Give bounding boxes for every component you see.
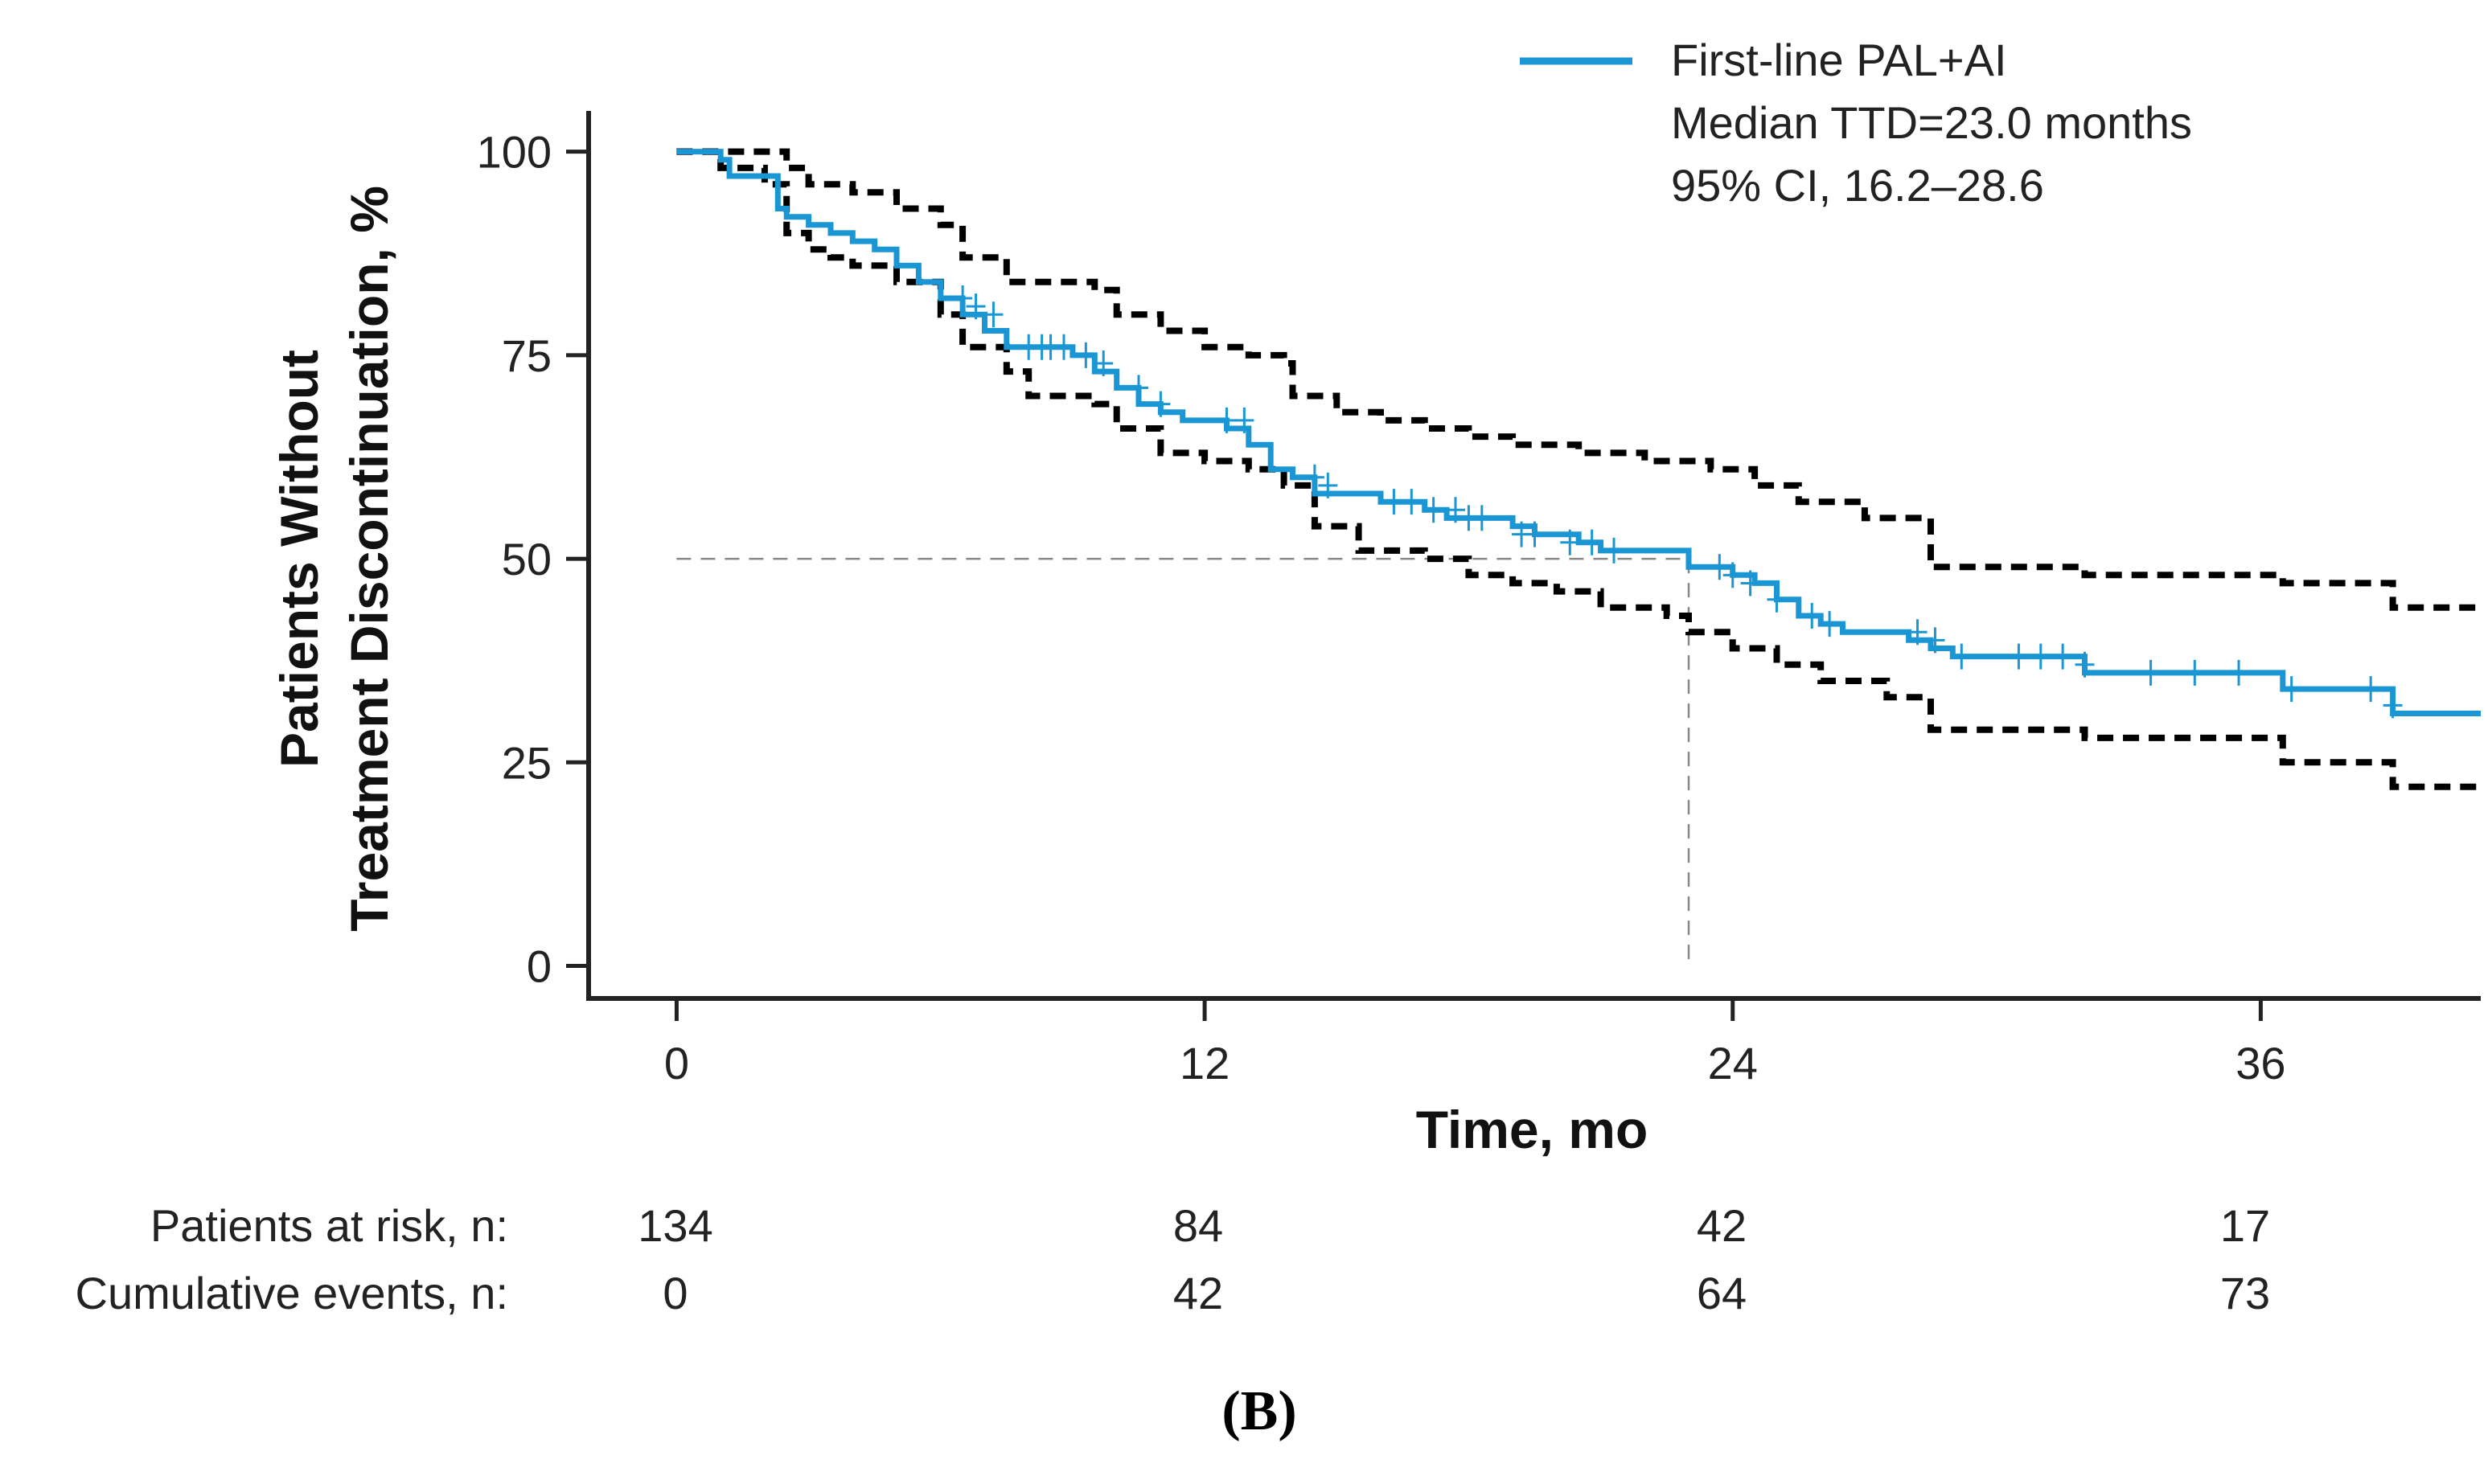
risk-row-label-events: Cumulative events, n: [76, 1268, 508, 1318]
censor-mark [2030, 643, 2051, 670]
censor-mark [2141, 659, 2161, 686]
censor-mark [1710, 554, 1730, 580]
censor-mark [1384, 489, 1404, 515]
censor-mark [1151, 391, 1171, 417]
censor-mark [1525, 521, 1545, 547]
risk-value: 84 [1173, 1200, 1223, 1251]
censor-mark [1217, 407, 1237, 433]
ticks-layer: 0 25 50 75 100 0 12 24 36 [477, 127, 2286, 1088]
censor-mark [1952, 643, 1972, 670]
event-value: 42 [1173, 1268, 1223, 1318]
censor-mark [2229, 659, 2249, 686]
censor-mark [1767, 586, 1787, 613]
censor-mark [2009, 643, 2029, 670]
censor-mark [983, 301, 1004, 328]
censor-mark [1234, 407, 1254, 433]
ci-upper-line [676, 148, 2481, 611]
x-tick-label: 36 [2235, 1038, 2285, 1088]
censor-mark [1129, 375, 1149, 401]
censor-mark [1423, 497, 1443, 523]
censor-mark [1472, 505, 1492, 531]
censor-mark [1802, 602, 1822, 629]
legend-entry-name: First-line PAL+AI [1671, 35, 2007, 85]
risk-row-label-at-risk: Patients at risk, n: [150, 1200, 508, 1251]
censor-mark [2281, 676, 2301, 703]
y-tick-label: 0 [527, 941, 552, 991]
censor-mark [966, 293, 986, 320]
legend-entry-ci: 95% CI, 16.2–28.6 [1671, 160, 2044, 211]
legend-entry-median: Median TTD=23.0 months [1671, 97, 2192, 148]
censor-mark [2383, 692, 2403, 719]
x-tick-label: 24 [1708, 1038, 1758, 1088]
y-axis-title-line1: Patients Without [269, 350, 329, 768]
censor-mark [1053, 334, 1074, 360]
panel-label: (B) [1221, 1380, 1296, 1442]
censor-mark [1925, 627, 1945, 654]
censor-mark [1820, 611, 1840, 637]
event-value: 0 [663, 1268, 688, 1318]
censor-mark [1740, 570, 1760, 596]
x-tick-label: 12 [1180, 1038, 1230, 1088]
y-tick-label: 25 [502, 737, 552, 788]
censor-mark [1582, 529, 1602, 555]
censor-mark [2361, 676, 2381, 703]
legend: First-line PAL+AI Median TTD=23.0 months… [1520, 35, 2192, 211]
event-value: 64 [1697, 1268, 1747, 1318]
y-tick-label: 50 [502, 534, 552, 584]
x-axis-title: Time, mo [1416, 1100, 1648, 1159]
y-axis-title-line2: Treatment Discontinuation, % [339, 186, 399, 932]
censor-mark [2185, 659, 2205, 686]
censor-mark [1076, 342, 1096, 368]
x-tick-label: 0 [664, 1038, 689, 1088]
censor-mark [1304, 464, 1324, 490]
event-value: 73 [2220, 1268, 2270, 1318]
censor-mark [1402, 489, 1422, 515]
series-layer [676, 148, 2481, 966]
censor-mark [1560, 529, 1580, 555]
censor-mark [1604, 537, 1624, 564]
censor-mark [953, 285, 973, 311]
risk-value: 17 [2220, 1200, 2270, 1251]
censor-mark [2075, 651, 2095, 678]
risk-value: 42 [1697, 1200, 1747, 1251]
risk-table: Patients at risk, n: Cumulative events, … [76, 1200, 2271, 1318]
y-tick-label: 75 [502, 330, 552, 381]
censor-mark [1318, 472, 1338, 498]
censor-mark [1094, 350, 1114, 376]
km-series-line [676, 149, 2481, 716]
censor-mark [1446, 497, 1465, 523]
y-tick-label: 100 [477, 127, 552, 178]
ci-lower-line [676, 148, 2481, 790]
censor-mark [1907, 619, 1928, 646]
censor-mark [2053, 643, 2073, 670]
risk-value: 134 [638, 1200, 712, 1251]
censor-mark [1722, 562, 1743, 588]
